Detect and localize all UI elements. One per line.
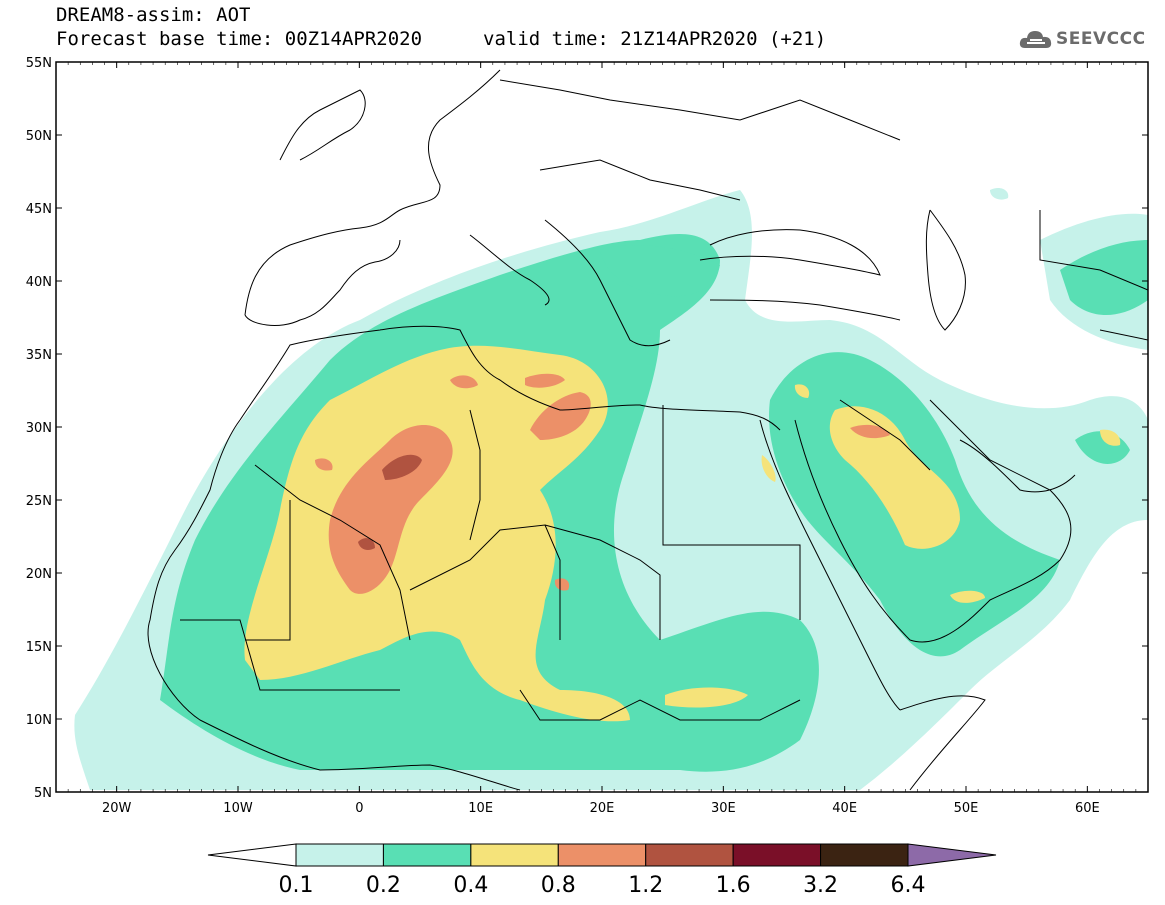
- colorbar: 0.1 0.2 0.4 0.8 1.2 1.6 3.2 6.4: [207, 843, 997, 898]
- axis-ticks: [55, 61, 1149, 793]
- cloud-icon: [1019, 31, 1052, 48]
- colorbar-segment: [470, 843, 559, 867]
- colorbar-level-label: 6.4: [891, 873, 926, 898]
- lat-label: 55N: [26, 56, 52, 71]
- lat-label: 10N: [26, 713, 52, 728]
- lon-label: 10W: [223, 801, 253, 816]
- colorbar-segment: [382, 843, 472, 867]
- lat-label: 45N: [26, 202, 52, 217]
- coastlines: [147, 69, 1148, 791]
- lon-label: 50E: [954, 801, 979, 816]
- lon-label: 20W: [102, 801, 132, 816]
- lat-label: 25N: [26, 494, 52, 509]
- colorbar-level-label: 0.8: [541, 873, 576, 898]
- lat-label: 15N: [26, 640, 52, 655]
- colorbar-level-label: 0.2: [366, 873, 401, 898]
- forecast-base-time: Forecast base time: 00Z14APR2020: [56, 28, 423, 50]
- valid-time: valid time: 21Z14APR2020 (+21): [483, 28, 827, 50]
- colorbar-segment: [732, 843, 822, 867]
- lon-label: 10E: [468, 801, 493, 816]
- lat-label: 30N: [26, 421, 52, 436]
- colorbar-level-label: 3.2: [803, 873, 838, 898]
- colorbar-segment: [557, 843, 647, 867]
- logo-text: SEEVCCC: [1056, 29, 1146, 49]
- colorbar-level-label: 1.6: [716, 873, 751, 898]
- colorbar-segment: [295, 843, 384, 867]
- lat-label: 5N: [34, 786, 52, 801]
- lon-label: 20E: [590, 801, 615, 816]
- lat-label: 20N: [26, 567, 52, 582]
- map-title: DREAM8-assim: AOT: [56, 4, 251, 26]
- longitude-labels: 20W 10W 0 10E 20E 30E 40E 50E 60E: [102, 801, 1100, 816]
- colorbar-segment: [645, 843, 734, 867]
- colorbar-under-triangle: [207, 843, 297, 867]
- lon-label: 0: [355, 801, 363, 816]
- lon-label: 60E: [1075, 801, 1100, 816]
- lat-label: 50N: [26, 129, 52, 144]
- colorbar-level-label: 0.4: [453, 873, 488, 898]
- lat-label: 35N: [26, 348, 52, 363]
- aot-field: [74, 187, 1148, 790]
- colorbar-over-triangle: [907, 843, 997, 867]
- lon-label: 40E: [832, 801, 857, 816]
- colorbar-level-label: 1.2: [628, 873, 663, 898]
- colorbar-segment: [820, 843, 909, 867]
- lat-label: 40N: [26, 275, 52, 290]
- latitude-labels: 55N 50N 45N 40N 35N 30N 25N 20N 15N 10N 5N: [26, 56, 52, 801]
- colorbar-level-label: 0.1: [279, 873, 314, 898]
- seevccc-logo: SEEVCCC: [1018, 26, 1158, 56]
- lon-label: 30E: [711, 801, 736, 816]
